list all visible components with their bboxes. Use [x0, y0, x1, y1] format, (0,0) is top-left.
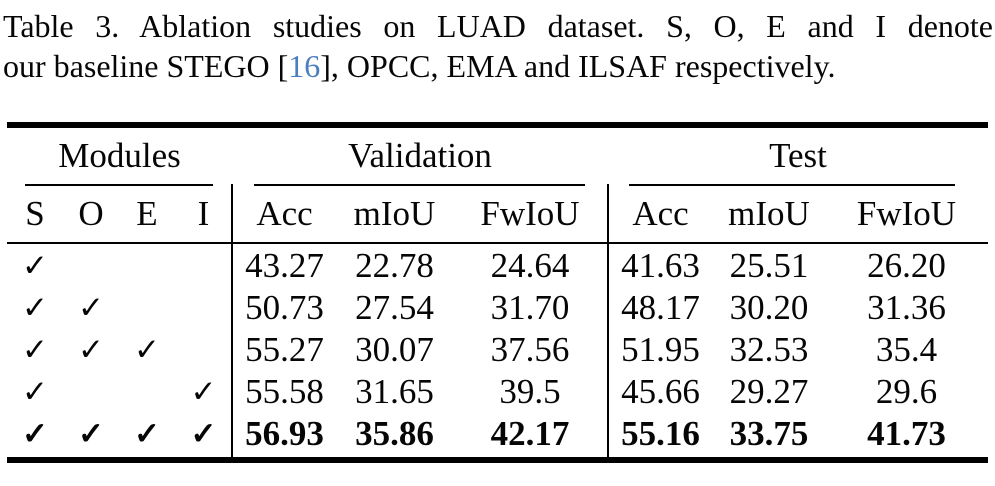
check-cell-s: ✓: [22, 332, 48, 367]
check-cell-o: ✓: [78, 416, 104, 451]
metric-cell-validation-fwiou: 39.5: [499, 372, 561, 411]
table-row: ✓ 43.27 22.78 24.64 41.63 25.51 26.20: [7, 245, 988, 287]
metric-cell-test-fwiou: 29.6: [875, 372, 938, 411]
metric-cell-test-acc: 41.63: [621, 246, 700, 285]
metric-cell-test-miou: 32.53: [729, 330, 809, 369]
check-cell-s: ✓: [22, 248, 48, 283]
metric-cell-test-acc: 45.66: [621, 372, 700, 411]
group-header-test: Test: [769, 136, 827, 175]
group-header-row: Modules Validation Test: [7, 128, 988, 184]
cmidrule-modules: [25, 184, 213, 186]
table-row-best: ✓ ✓ ✓ ✓ 56.93 35.86 42.17 55.16 33.75 41…: [7, 413, 988, 455]
metric-cell-validation-miou: 27.54: [355, 288, 434, 327]
metric-cell-validation-acc: 43.27: [245, 246, 324, 285]
metric-cell-test-fwiou: 35.4: [875, 330, 938, 369]
metric-cell-test-acc: 51.95: [621, 330, 700, 369]
caption-text-post: ], OPCC, EMA and ILSAF respectively.: [320, 48, 836, 84]
metric-cell-validation-miou: 31.65: [355, 372, 434, 411]
citation-link[interactable]: 16: [288, 48, 321, 84]
column-header-row: S O E I Acc mIoU FwIoU Acc mIoU FwIoU: [7, 186, 988, 244]
caption-text-pre: our baseline STEGO [: [3, 48, 289, 84]
metric-cell-test-miou: 29.27: [729, 372, 809, 411]
check-cell-i: ✓: [190, 374, 217, 409]
col-header-e: E: [136, 194, 158, 233]
metric-cell-validation-acc: 55.27: [245, 330, 324, 369]
col-header-i: I: [197, 194, 210, 233]
metric-cell-test-miou: 25.51: [729, 246, 809, 285]
metric-cell-validation-acc: 55.58: [245, 372, 324, 411]
cmidrule-row: [7, 184, 988, 186]
cmidrule-test: [629, 184, 955, 186]
group-header-modules: Modules: [58, 136, 181, 175]
metric-cell-test-miou: 30.20: [729, 288, 809, 327]
caption-line-1: Table 3. Ablation studies on LUAD datase…: [3, 8, 993, 44]
check-cell-s: ✓: [22, 416, 48, 451]
caption-line-2: our baseline STEGO [16], OPCC, EMA and I…: [3, 46, 993, 86]
vertical-rule-modules-validation: [231, 184, 233, 457]
metric-cell-test-fwiou: 31.36: [867, 288, 946, 327]
check-cell-e: ✓: [134, 416, 160, 451]
check-cell-s: ✓: [22, 374, 48, 409]
col-header-o: O: [78, 194, 104, 233]
group-header-validation: Validation: [348, 136, 492, 175]
table-row: ✓ ✓ ✓ 55.27 30.07 37.56 51.95 32.53 35.4: [7, 329, 988, 371]
check-cell-i: ✓: [190, 416, 217, 451]
table-caption: Table 3. Ablation studies on LUAD datase…: [3, 6, 993, 86]
metric-cell-validation-miou: 30.07: [355, 330, 434, 369]
check-cell-e: ✓: [134, 332, 160, 367]
metric-cell-validation-fwiou: 24.64: [490, 246, 570, 285]
table-data-rows: ✓ 43.27 22.78 24.64 41.63 25.51 26.20 ✓ …: [7, 244, 988, 457]
metric-cell-test-fwiou: 26.20: [867, 246, 946, 285]
metric-cell-validation-fwiou: 42.17: [490, 414, 570, 453]
table-row: ✓ ✓ 50.73 27.54 31.70 48.17 30.20 31.36: [7, 287, 988, 329]
metric-cell-validation-fwiou: 31.70: [490, 288, 570, 327]
col-header-test-miou: mIoU: [728, 194, 810, 233]
col-header-validation-acc: Acc: [256, 194, 313, 233]
col-header-validation-fwiou: FwIoU: [480, 194, 580, 233]
metric-cell-test-acc: 55.16: [621, 414, 700, 453]
check-cell-o: ✓: [78, 290, 104, 325]
table-row: ✓ ✓ 55.58 31.65 39.5 45.66 29.27 29.6: [7, 371, 988, 413]
metric-cell-validation-miou: 35.86: [355, 414, 434, 453]
check-cell-o: ✓: [78, 332, 104, 367]
metric-cell-validation-fwiou: 37.56: [490, 330, 570, 369]
metric-cell-validation-acc: 56.93: [245, 414, 324, 453]
metric-cell-test-acc: 48.17: [621, 288, 700, 327]
vertical-rule-validation-test: [607, 184, 609, 457]
col-header-test-fwiou: FwIoU: [856, 194, 957, 233]
col-header-s: S: [25, 194, 45, 233]
metric-cell-validation-miou: 22.78: [355, 246, 434, 285]
col-header-validation-miou: mIoU: [353, 194, 436, 233]
metric-cell-test-fwiou: 41.73: [867, 414, 946, 453]
check-cell-s: ✓: [22, 290, 48, 325]
metric-cell-test-miou: 33.75: [729, 414, 809, 453]
metric-cell-validation-acc: 50.73: [245, 288, 324, 327]
ablation-table: Modules Validation Test S O E I Acc mIoU…: [7, 122, 988, 463]
col-header-test-acc: Acc: [632, 194, 689, 233]
cmidrule-validation: [254, 184, 585, 186]
